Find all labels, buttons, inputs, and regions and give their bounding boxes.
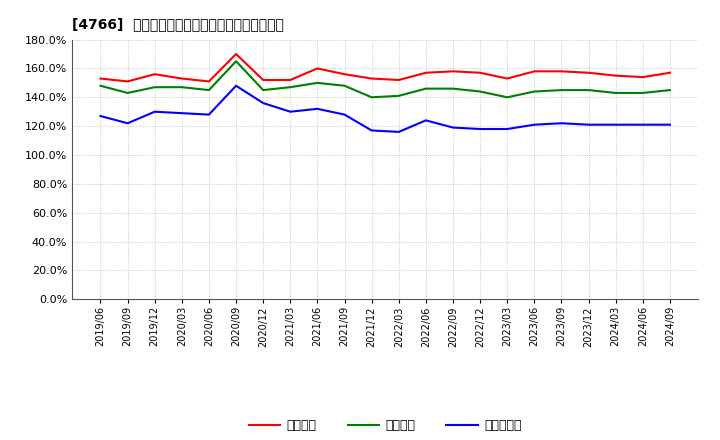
当座比率 <box>665 88 674 93</box>
現预金比率 <box>341 112 349 117</box>
流動比率 <box>204 79 213 84</box>
当座比率 <box>476 89 485 94</box>
現预金比率 <box>584 122 593 127</box>
現预金比率 <box>611 122 620 127</box>
当座比率 <box>286 84 294 90</box>
流動比率 <box>286 77 294 83</box>
現预金比率 <box>204 112 213 117</box>
流動比率 <box>178 76 186 81</box>
当座比率 <box>204 88 213 93</box>
現预金比率 <box>557 121 566 126</box>
当座比率 <box>530 89 539 94</box>
流動比率 <box>665 70 674 75</box>
現预金比率 <box>665 122 674 127</box>
当座比率 <box>341 83 349 88</box>
Line: 現预金比率: 現预金比率 <box>101 86 670 132</box>
流動比率 <box>557 69 566 74</box>
当座比率 <box>584 88 593 93</box>
流動比率 <box>367 76 376 81</box>
流動比率 <box>584 70 593 75</box>
現预金比率 <box>503 126 511 132</box>
現预金比率 <box>232 83 240 88</box>
流動比率 <box>476 70 485 75</box>
当座比率 <box>150 84 159 90</box>
現预金比率 <box>313 106 322 111</box>
現预金比率 <box>286 109 294 114</box>
流動比率 <box>96 76 105 81</box>
当座比率 <box>232 59 240 64</box>
現预金比率 <box>639 122 647 127</box>
流動比率 <box>123 79 132 84</box>
流動比率 <box>259 77 268 83</box>
現预金比率 <box>449 125 457 130</box>
当座比率 <box>313 80 322 85</box>
当座比率 <box>557 88 566 93</box>
流動比率 <box>313 66 322 71</box>
当座比率 <box>449 86 457 91</box>
現预金比率 <box>530 122 539 127</box>
Text: [4766]  流動比率、当座比率、現预金比率の推移: [4766] 流動比率、当座比率、現预金比率の推移 <box>72 18 284 32</box>
Legend: 流動比率, 当座比率, 現预金比率: 流動比率, 当座比率, 現预金比率 <box>244 414 526 437</box>
当座比率 <box>178 84 186 90</box>
Line: 流動比率: 流動比率 <box>101 54 670 81</box>
流動比率 <box>530 69 539 74</box>
Line: 当座比率: 当座比率 <box>101 61 670 97</box>
現预金比率 <box>150 109 159 114</box>
流動比率 <box>232 51 240 57</box>
現预金比率 <box>421 118 430 123</box>
当座比率 <box>367 95 376 100</box>
流動比率 <box>503 76 511 81</box>
流動比率 <box>395 77 403 83</box>
現预金比率 <box>123 121 132 126</box>
現预金比率 <box>178 110 186 116</box>
当座比率 <box>611 90 620 95</box>
流動比率 <box>449 69 457 74</box>
現预金比率 <box>395 129 403 135</box>
当座比率 <box>421 86 430 91</box>
現预金比率 <box>96 114 105 119</box>
当座比率 <box>503 95 511 100</box>
現预金比率 <box>259 100 268 106</box>
流動比率 <box>611 73 620 78</box>
現预金比率 <box>476 126 485 132</box>
当座比率 <box>123 90 132 95</box>
流動比率 <box>150 72 159 77</box>
当座比率 <box>639 90 647 95</box>
当座比率 <box>259 88 268 93</box>
流動比率 <box>421 70 430 75</box>
当座比率 <box>395 93 403 99</box>
当座比率 <box>96 83 105 88</box>
流動比率 <box>341 72 349 77</box>
流動比率 <box>639 74 647 80</box>
現预金比率 <box>367 128 376 133</box>
